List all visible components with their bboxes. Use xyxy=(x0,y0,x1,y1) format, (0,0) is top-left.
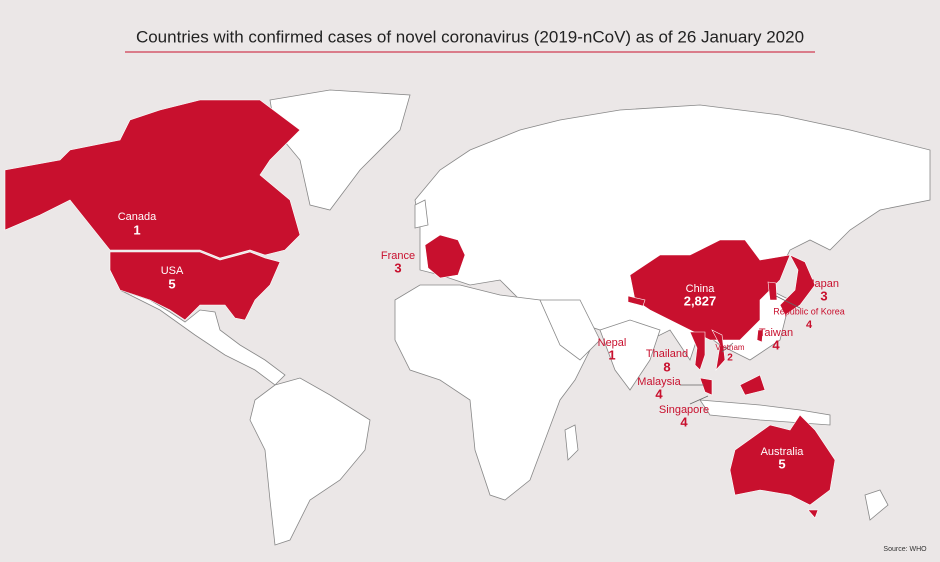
country-name: Canada xyxy=(118,211,157,223)
arabia xyxy=(539,299,601,361)
madagascar xyxy=(564,424,579,461)
greenland xyxy=(269,89,411,211)
country-name: Taiwan xyxy=(759,327,793,339)
case-count: 4 xyxy=(806,319,813,331)
case-count: 5 xyxy=(778,456,785,471)
case-count: 1 xyxy=(133,222,140,237)
land xyxy=(119,89,931,546)
uk xyxy=(414,199,429,229)
case-count: 8 xyxy=(663,359,670,374)
vietnam-shape xyxy=(711,329,726,371)
country-name: USA xyxy=(161,265,184,277)
leader-line xyxy=(721,342,734,353)
new-zealand xyxy=(864,489,889,521)
taiwan-shape xyxy=(756,329,764,343)
case-count: 5 xyxy=(168,276,175,291)
leader-lines xyxy=(680,295,801,405)
malaysia-shape xyxy=(699,377,713,396)
country-name: Thailand xyxy=(646,348,688,360)
japan-shape xyxy=(779,254,816,316)
map-title: Countries with confirmed cases of novel … xyxy=(136,27,804,46)
case-count: 3 xyxy=(820,288,827,303)
country-name: Japan xyxy=(809,278,839,290)
india xyxy=(599,319,661,391)
country-name: China xyxy=(686,283,716,295)
central-america xyxy=(119,289,286,386)
korea-shape xyxy=(767,281,778,301)
country-name: Singapore xyxy=(659,404,709,416)
case-count: 1 xyxy=(608,347,615,362)
case-count: 3 xyxy=(394,260,401,275)
country-name: Malaysia xyxy=(637,376,681,388)
malaysia-borneo-shape xyxy=(739,374,766,396)
leader-line xyxy=(775,295,801,309)
case-count: 4 xyxy=(680,414,688,429)
country-name: Republic of Korea xyxy=(773,306,845,316)
china-shape xyxy=(629,239,791,341)
country-name: Australia xyxy=(761,446,805,458)
country-name: Vietnam xyxy=(715,343,745,352)
case-count: 2,827 xyxy=(684,293,717,308)
case-count: 4 xyxy=(655,386,663,401)
thailand-shape xyxy=(689,331,706,371)
source-note: Source: WHO xyxy=(883,546,927,553)
affected-countries xyxy=(4,99,836,519)
leader-line xyxy=(689,395,709,405)
country-name: France xyxy=(381,250,415,262)
australia-shape xyxy=(729,414,836,506)
case-count: 4 xyxy=(772,337,780,352)
canada-shape xyxy=(4,99,301,259)
country-name: Nepal xyxy=(598,337,627,349)
nepal-shape xyxy=(627,295,646,307)
south-america xyxy=(249,377,371,546)
usa-shape xyxy=(109,251,281,321)
france-shape xyxy=(424,234,466,279)
tasmania-shape xyxy=(807,509,819,519)
case-count: 2 xyxy=(727,353,733,364)
africa xyxy=(394,284,591,501)
